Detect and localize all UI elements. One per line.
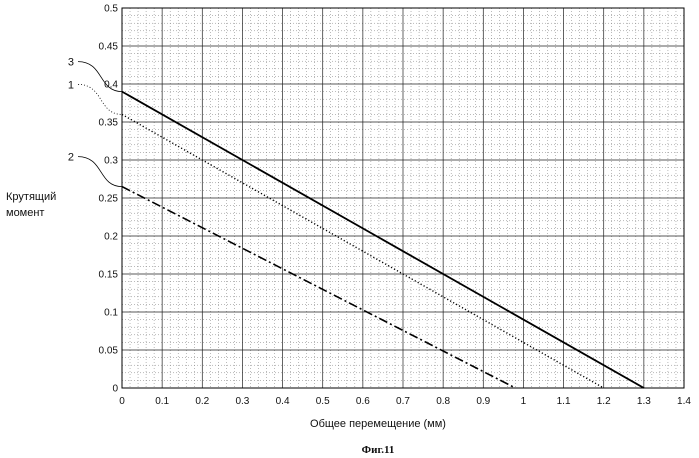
y-tick-label: 0.45 [99,42,119,53]
x-tick-label: 0.5 [316,396,330,407]
x-tick-label: 1.2 [597,396,611,407]
series-lines [122,92,644,388]
y-axis-label-line-2: момент [6,207,44,219]
x-tick-label: 0.6 [356,396,370,407]
series-line-3 [122,92,644,388]
x-axis-label: Общее перемещение (мм) [310,418,446,430]
y-tick-label: 0.35 [99,118,119,129]
y-tick-labels: 00.050.10.150.20.250.30.350.40.450.5 [99,4,119,395]
x-tick-label: 0.4 [276,396,290,407]
x-tick-label: 0.9 [476,396,490,407]
x-tick-label: 0.8 [436,396,450,407]
x-tick-label: 1.3 [637,396,651,407]
y-tick-label: 0.15 [99,270,119,281]
series-label-3: 3 [68,57,74,69]
x-tick-labels: 0 0.1 0.2 0.3 0.4 0.5 0.6 0.7 0.8 0.9 1 1.1 1.2 1.3 1.… [119,396,691,407]
series-label-1: 1 [68,79,74,91]
x-tick-label: 1 [521,396,527,407]
x-tick-label: 1.1 [557,396,571,407]
y-tick-label: 0.5 [104,4,118,15]
x-tick-label: 0.7 [396,396,410,407]
y-tick-label: 0.1 [104,308,118,319]
y-tick-label: 0 [112,384,118,395]
x-tick-label: 0.2 [195,396,209,407]
x-tick-label: 1.4 [677,396,691,407]
y-tick-label: 0.05 [99,346,119,357]
x-tick-label: 0 [119,396,125,407]
major-grid [122,8,684,388]
y-tick-label: 0.3 [104,156,118,167]
figure-caption: Фиг.11 [362,444,395,456]
y-tick-label: 0.25 [99,194,119,205]
y-tick-label: 0.2 [104,232,118,243]
x-tick-label: 0.3 [235,396,249,407]
y-axis-label-line-1: Крутящий [6,191,56,203]
x-tick-label: 0.1 [155,396,169,407]
series-label-2: 2 [68,152,74,164]
series-line-2 [122,187,515,388]
